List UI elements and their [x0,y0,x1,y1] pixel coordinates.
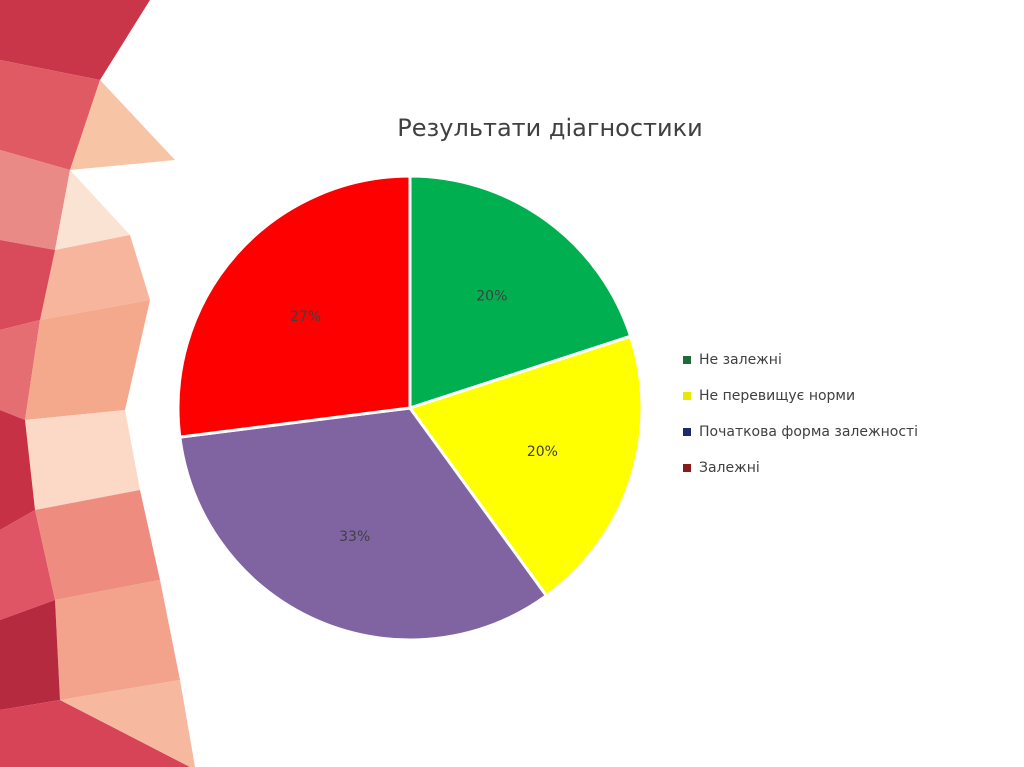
legend-item-1: Не залежні [683,342,918,378]
legend-label: Не залежні [699,352,782,368]
slice-label-4: 27% [290,309,321,325]
legend-label: Залежні [699,460,760,476]
legend-swatch [683,356,691,364]
slice-label-2: 20% [527,444,558,460]
legend-swatch [683,428,691,436]
slice-label-1: 20% [476,288,507,304]
slice-label-3: 33% [339,529,370,545]
legend-item-2: Не перевищує норми [683,378,918,414]
legend-item-3: Початкова форма залежності [683,414,918,450]
legend-label: Початкова форма залежності [699,424,919,440]
legend-swatch [683,464,691,472]
chart-title: Результати діагностики [397,114,703,142]
legend-swatch [683,392,691,400]
pie-slice-2 [407,334,644,598]
pie-slice-1 [408,174,633,411]
legend: Не залежні Не перевищує норми Початкова фо… [683,342,918,486]
legend-item-4: Залежні [683,450,918,486]
pie-slice-4 [176,174,412,439]
legend-label: Не перевищує норми [699,388,856,404]
pie-slice-3 [178,406,549,642]
